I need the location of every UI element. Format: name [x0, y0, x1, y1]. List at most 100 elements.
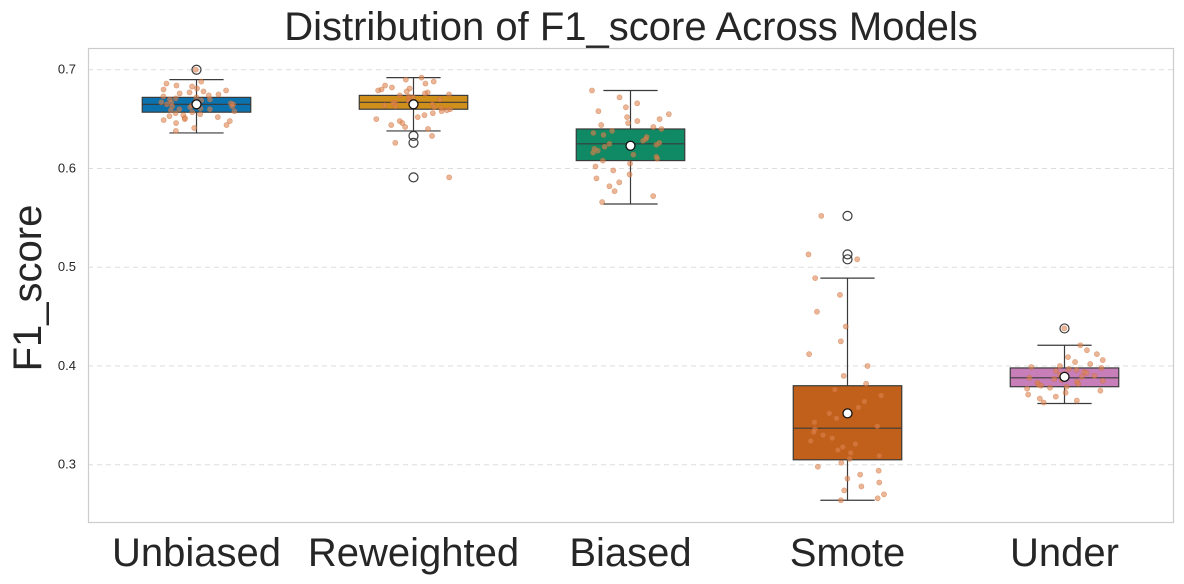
strip-point	[820, 432, 826, 438]
strip-point	[189, 83, 195, 90]
strip-point	[653, 141, 660, 148]
strip-point	[840, 372, 847, 379]
outlier-marker	[842, 254, 853, 265]
strip-point	[1097, 387, 1104, 394]
strip-point	[1052, 393, 1059, 400]
strip-point	[421, 112, 428, 119]
strip-point	[160, 93, 167, 100]
strip-point	[392, 139, 399, 146]
strip-point	[192, 66, 199, 73]
box-groups	[141, 64, 1120, 501]
strip-point	[600, 131, 607, 138]
strip-point	[446, 91, 452, 98]
mean-marker	[1059, 371, 1070, 382]
strip-point	[172, 110, 179, 117]
strip-point	[855, 404, 862, 411]
outlier-marker	[408, 172, 419, 183]
strip-point	[402, 76, 409, 83]
strip-point	[1094, 351, 1100, 358]
strip-point	[446, 174, 453, 181]
strip-point	[811, 419, 818, 426]
y-tick-label: 0.4	[58, 358, 76, 373]
x-tick-label: Biased	[569, 531, 691, 575]
strip-point	[229, 103, 235, 110]
strip-point	[650, 124, 657, 130]
strip-point	[854, 256, 861, 263]
strip-point	[198, 78, 205, 85]
strip-point	[1036, 395, 1043, 402]
strip-point	[650, 193, 657, 200]
x-tick-label: Unbiased	[112, 531, 281, 575]
strip-point	[1099, 357, 1106, 363]
strip-point	[231, 108, 238, 115]
y-tick-labels: 0.3 0.4 0.5 0.6 0.7	[58, 62, 76, 472]
strip-point	[163, 80, 170, 87]
y-axis-label: F1_score	[6, 205, 50, 372]
strip-point	[176, 90, 183, 97]
strip-point	[1028, 364, 1035, 370]
strip-point	[1038, 382, 1044, 389]
strip-point	[829, 435, 836, 441]
strip-point	[388, 122, 395, 128]
strip-point	[158, 99, 165, 106]
strip-point	[658, 126, 665, 132]
mean-marker	[408, 99, 419, 110]
outlier-marker	[842, 210, 853, 221]
strip-point	[875, 467, 882, 474]
strip-point	[163, 101, 170, 108]
box-group-smote	[792, 210, 903, 501]
strip-point	[226, 118, 233, 124]
outlier-marker	[191, 64, 202, 75]
strip-point	[878, 392, 885, 399]
strip-point	[160, 117, 167, 123]
outlier-marker	[842, 249, 853, 260]
strip-point	[1063, 383, 1070, 390]
x-tick-label: Under	[1010, 531, 1119, 575]
strip-point	[402, 124, 409, 130]
strip-point	[181, 116, 188, 122]
strip-point	[876, 452, 883, 459]
strip-point	[601, 143, 608, 150]
strip-point	[438, 108, 445, 115]
strip-point	[599, 157, 606, 164]
strip-point	[806, 351, 812, 358]
chart-title: Distribution of F1_score Across Models	[284, 5, 978, 49]
strip-point	[839, 444, 846, 450]
strip-point	[835, 447, 841, 453]
strip-point	[223, 122, 230, 128]
strip-point	[590, 149, 596, 156]
strip-point	[640, 137, 646, 144]
strip-point	[214, 114, 221, 121]
strip-point	[831, 386, 838, 393]
strip-point	[812, 275, 819, 281]
strip-point	[189, 109, 196, 116]
strip-point	[624, 114, 630, 121]
strip-point	[838, 459, 845, 466]
strip-point	[656, 116, 663, 122]
strip-point	[841, 487, 848, 494]
strip-point	[606, 183, 613, 190]
strip-point	[389, 84, 395, 91]
strip-point	[207, 96, 213, 103]
strip-point	[429, 132, 435, 139]
strip-point	[186, 89, 193, 96]
strip-point	[1053, 368, 1059, 374]
strip-point	[616, 94, 623, 101]
strip-point	[1062, 389, 1069, 396]
strip-point	[1065, 366, 1072, 372]
strip-point	[418, 74, 425, 81]
strip-point	[625, 120, 631, 126]
strip-point	[838, 497, 844, 504]
strip-point	[215, 91, 222, 98]
y-tick-label: 0.5	[58, 259, 76, 274]
strip-point	[610, 167, 617, 174]
strip-point	[598, 122, 605, 128]
strip-point	[594, 147, 601, 154]
strip-point	[818, 212, 825, 219]
strip-point	[382, 82, 388, 89]
strip-point	[431, 104, 438, 111]
mean-markers	[191, 99, 1070, 419]
strip-point	[1075, 380, 1082, 387]
strip-point	[173, 82, 180, 89]
x-tick-label: Smote	[790, 531, 906, 575]
